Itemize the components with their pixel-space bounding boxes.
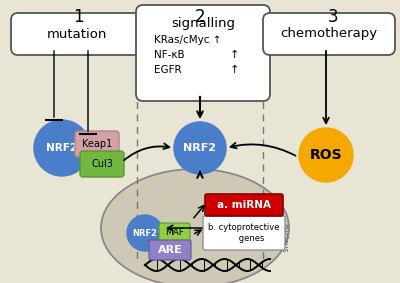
Text: ROS: ROS [310, 148, 342, 162]
Circle shape [174, 122, 226, 174]
FancyBboxPatch shape [205, 194, 283, 216]
Circle shape [34, 120, 90, 176]
Text: nucleus: nucleus [280, 223, 288, 253]
FancyBboxPatch shape [80, 151, 124, 177]
Text: EGFR: EGFR [154, 65, 182, 75]
FancyBboxPatch shape [203, 216, 285, 250]
FancyBboxPatch shape [263, 13, 395, 55]
Text: 1: 1 [73, 8, 83, 26]
Text: ↑: ↑ [230, 65, 239, 75]
Text: ↑: ↑ [230, 50, 239, 60]
Text: 3: 3 [328, 8, 338, 26]
FancyBboxPatch shape [11, 13, 143, 55]
Text: b. cytoprotective
      genes: b. cytoprotective genes [208, 223, 280, 243]
Text: cytoplasm: cytoplasm [274, 195, 282, 235]
FancyBboxPatch shape [75, 131, 119, 157]
Text: NRF2: NRF2 [46, 143, 78, 153]
Text: Cul3: Cul3 [91, 159, 113, 169]
Text: KRas/cMyc ↑: KRas/cMyc ↑ [154, 35, 222, 45]
Text: a. miRNA: a. miRNA [217, 200, 271, 210]
Text: chemotherapy: chemotherapy [280, 27, 378, 40]
Text: mutation: mutation [47, 27, 107, 40]
Text: NRF2: NRF2 [132, 228, 158, 237]
FancyBboxPatch shape [136, 5, 270, 101]
Text: ARE: ARE [158, 245, 182, 255]
Text: MAF: MAF [165, 228, 184, 237]
Text: NRF2: NRF2 [184, 143, 216, 153]
Text: 2: 2 [195, 8, 205, 26]
Circle shape [299, 128, 353, 182]
Text: Keap1: Keap1 [82, 139, 112, 149]
Text: signalling: signalling [171, 18, 235, 31]
FancyBboxPatch shape [149, 240, 191, 260]
FancyBboxPatch shape [159, 223, 190, 242]
Ellipse shape [101, 169, 289, 283]
Circle shape [127, 215, 163, 251]
Text: NF-κB: NF-κB [154, 50, 185, 60]
